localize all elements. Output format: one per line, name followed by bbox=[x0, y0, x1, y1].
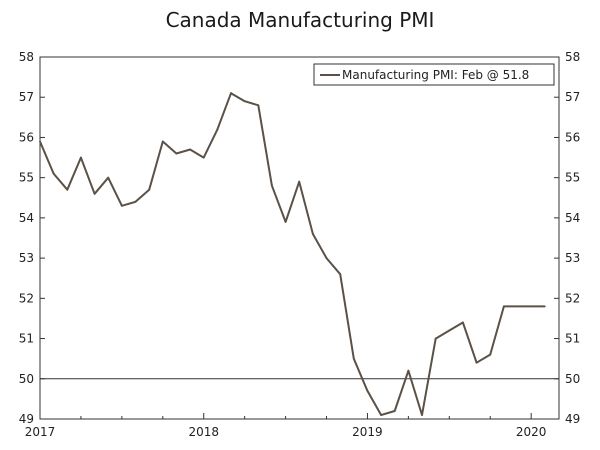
data-point bbox=[516, 305, 519, 308]
y-tick-label-right-54: 54 bbox=[565, 211, 580, 225]
y-tick-label-right-57: 57 bbox=[565, 90, 580, 104]
data-point bbox=[93, 192, 96, 195]
data-point bbox=[52, 172, 55, 175]
data-point bbox=[202, 156, 205, 159]
y-tick-label-right-49: 49 bbox=[565, 412, 580, 426]
data-point bbox=[175, 152, 178, 155]
y-tick-label-left-54: 54 bbox=[19, 211, 34, 225]
data-point bbox=[257, 104, 260, 107]
data-point bbox=[393, 410, 396, 412]
y-tick-label-right-58: 58 bbox=[565, 50, 580, 64]
data-point bbox=[298, 180, 301, 183]
data-point bbox=[80, 156, 82, 159]
y-tick-label-left-52: 52 bbox=[19, 291, 34, 305]
y-tick-label-left-56: 56 bbox=[19, 130, 34, 144]
data-point bbox=[352, 357, 355, 360]
legend-box bbox=[313, 63, 555, 86]
y-tick-label-left-49: 49 bbox=[19, 412, 34, 426]
y-tick-label-right-52: 52 bbox=[565, 291, 580, 305]
data-point bbox=[462, 321, 464, 324]
data-point bbox=[380, 414, 382, 416]
y-tick-label-left-50: 50 bbox=[19, 372, 34, 386]
data-point bbox=[271, 184, 273, 187]
data-point bbox=[66, 188, 69, 191]
data-point bbox=[216, 128, 219, 131]
y-tick-label-left-58: 58 bbox=[19, 50, 34, 64]
data-point bbox=[489, 353, 492, 356]
x-tick-label-2020: 2020 bbox=[516, 425, 547, 439]
data-point bbox=[448, 329, 451, 332]
data-point bbox=[311, 233, 314, 235]
data-point bbox=[434, 337, 437, 340]
data-point bbox=[407, 369, 410, 372]
data-point bbox=[230, 92, 232, 95]
y-tick-label-right-51: 51 bbox=[565, 332, 580, 346]
data-point bbox=[120, 204, 123, 207]
y-tick-label-right-55: 55 bbox=[565, 171, 580, 185]
data-point bbox=[543, 305, 546, 308]
y-tick-label-left-57: 57 bbox=[19, 90, 34, 104]
y-tick-label-left-55: 55 bbox=[19, 171, 34, 185]
y-tick-label-right-53: 53 bbox=[565, 251, 580, 265]
y-tick-label-right-50: 50 bbox=[565, 372, 580, 386]
plot-frame bbox=[39, 56, 560, 420]
data-point bbox=[421, 414, 423, 416]
legend: Manufacturing PMI: Feb @ 51.8 bbox=[313, 63, 555, 86]
data-point bbox=[39, 140, 41, 143]
data-point bbox=[189, 148, 191, 151]
data-point bbox=[161, 140, 164, 143]
y-tick-label-left-51: 51 bbox=[19, 332, 34, 346]
data-point bbox=[530, 305, 533, 308]
data-point bbox=[366, 389, 369, 392]
y-tick-label-left-53: 53 bbox=[19, 251, 34, 265]
data-point bbox=[325, 257, 328, 260]
data-point bbox=[107, 176, 110, 179]
data-point bbox=[502, 305, 505, 308]
legend-label: Manufacturing PMI: Feb @ 51.8 bbox=[342, 68, 529, 82]
y-tick-label-right-56: 56 bbox=[565, 130, 580, 144]
x-tick-label-2019: 2019 bbox=[352, 425, 383, 439]
data-point bbox=[148, 188, 151, 191]
data-point bbox=[284, 221, 287, 223]
data-point bbox=[243, 100, 246, 103]
series-line-pmi bbox=[39, 92, 545, 416]
chart-title: Canada Manufacturing PMI bbox=[165, 8, 435, 32]
data-point bbox=[339, 273, 342, 276]
x-tick-label-2017: 2017 bbox=[25, 425, 56, 439]
x-tick-label-2018: 2018 bbox=[188, 425, 219, 439]
data-point bbox=[134, 200, 137, 203]
data-point bbox=[475, 361, 478, 364]
